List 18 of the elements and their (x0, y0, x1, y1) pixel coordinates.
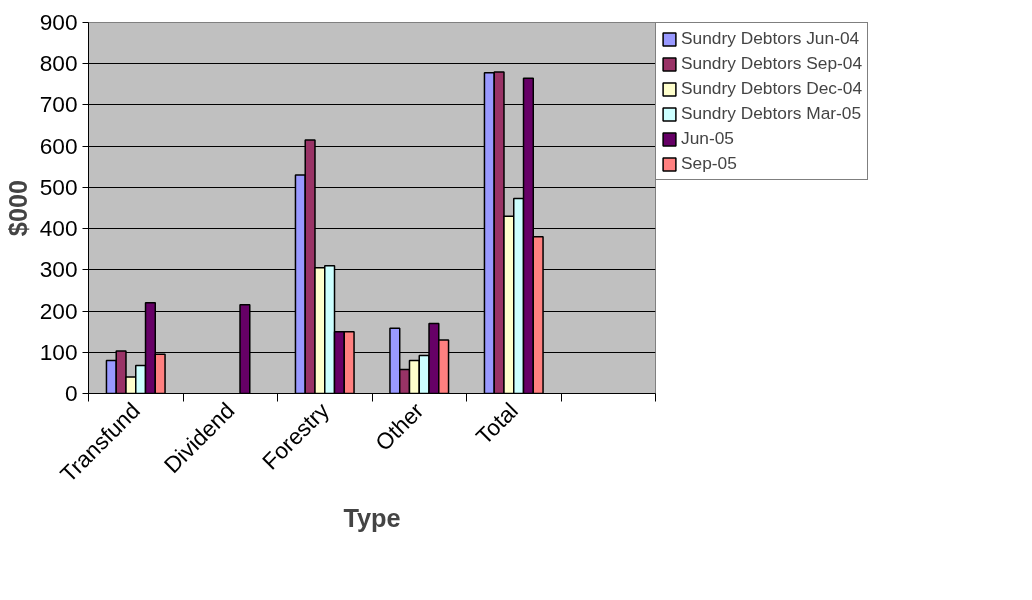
y-tick-label: 700 (39, 91, 78, 118)
y-tick-label: 400 (39, 215, 78, 242)
y-tick-label: 500 (39, 173, 78, 200)
legend-label: Sundry Debtors Jun-04 (681, 28, 860, 49)
y-tick-label: 900 (39, 9, 78, 35)
y-tick-label: 200 (39, 297, 78, 324)
x-axis-title: Type (343, 504, 401, 533)
y-tick-label: 0 (64, 380, 78, 406)
legend-label: Jun-05 (681, 128, 734, 149)
y-tick-label: 800 (39, 50, 78, 77)
legend-label: Sundry Debtors Mar-05 (681, 103, 862, 124)
legend-label: Sundry Debtors Sep-04 (681, 53, 863, 74)
y-tick-label: 600 (39, 132, 78, 159)
legend-label: Sundry Debtors Dec-04 (681, 78, 863, 99)
y-axis-title: $000 (3, 179, 32, 237)
y-tick-label: 100 (39, 338, 78, 365)
legend-label: Sep-05 (681, 153, 737, 174)
y-tick-label: 300 (39, 256, 78, 283)
